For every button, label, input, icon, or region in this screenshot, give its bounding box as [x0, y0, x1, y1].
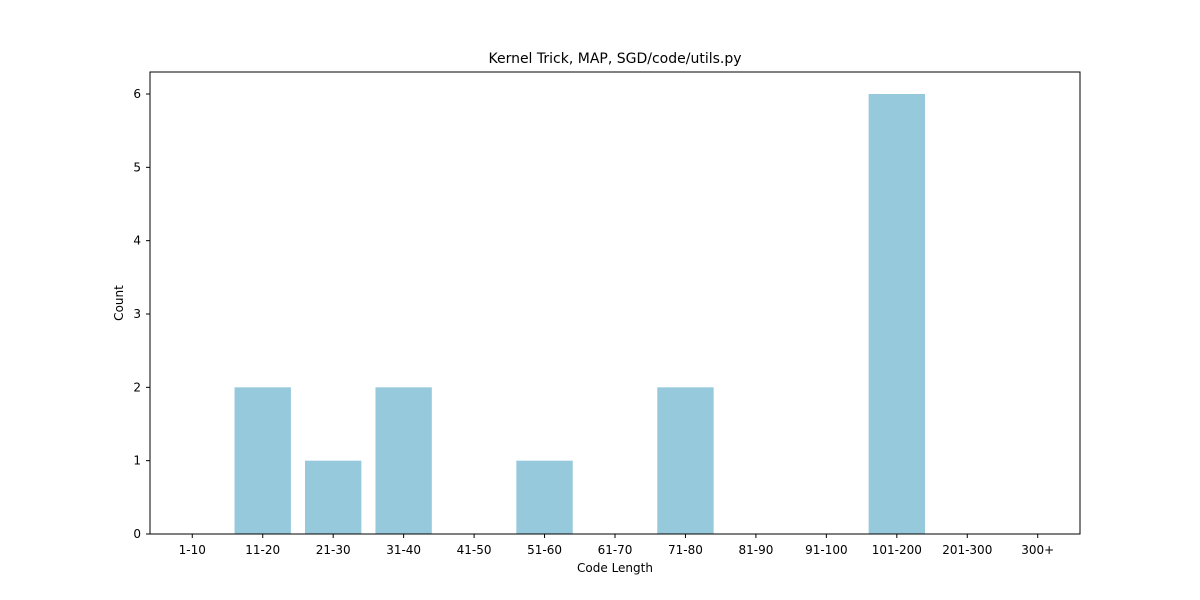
- y-tick-label: 1: [133, 454, 141, 468]
- y-tick-label: 2: [133, 380, 141, 394]
- y-tick-label: 3: [133, 307, 141, 321]
- x-tick-label: 11-20: [245, 543, 280, 557]
- chart-title: Kernel Trick, MAP, SGD/code/utils.py: [488, 51, 741, 67]
- x-axis-title: Code Length: [577, 561, 653, 575]
- y-tick-label: 5: [133, 160, 141, 174]
- y-tick-label: 6: [133, 87, 141, 101]
- x-tick-label: 1-10: [179, 543, 206, 557]
- bar-51-60: [516, 460, 573, 534]
- y-tick-label: 4: [133, 234, 141, 248]
- x-tick-label: 300+: [1021, 543, 1054, 557]
- x-tick-label: 31-40: [386, 543, 421, 557]
- bar-11-20: [234, 387, 291, 534]
- bar-71-80: [657, 387, 714, 534]
- x-tick-label: 91-100: [805, 543, 848, 557]
- x-tick-label: 101-200: [872, 543, 922, 557]
- bar-31-40: [375, 387, 432, 534]
- bars-group: [234, 94, 925, 534]
- x-tick-label: 61-70: [598, 543, 633, 557]
- y-axis-ticks: 0 1 2 3 4 5 6: [133, 87, 150, 541]
- x-tick-label: 41-50: [457, 543, 492, 557]
- y-tick-label: 0: [133, 527, 141, 541]
- x-tick-label: 71-80: [668, 543, 703, 557]
- x-tick-label: 51-60: [527, 543, 562, 557]
- bar-101-200: [868, 94, 925, 534]
- y-axis-title: Count: [112, 285, 126, 321]
- x-tick-label: 201-300: [942, 543, 992, 557]
- x-axis-ticks: 1-10 11-20 21-30 31-40 41-50 51-60 61-70 71-80 8…: [179, 534, 1054, 557]
- x-tick-label: 81-90: [738, 543, 773, 557]
- x-tick-label: 21-30: [316, 543, 351, 557]
- bar-21-30: [305, 460, 362, 534]
